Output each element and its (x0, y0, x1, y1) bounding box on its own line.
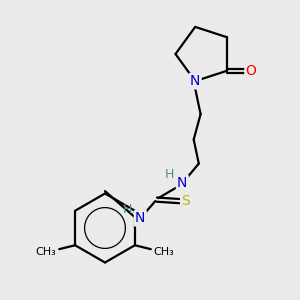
Text: CH₃: CH₃ (35, 247, 56, 257)
Text: S: S (182, 194, 190, 208)
Text: H: H (123, 203, 132, 216)
Text: O: O (246, 64, 256, 78)
Text: N: N (177, 176, 188, 190)
Text: H: H (165, 168, 174, 181)
Text: N: N (135, 211, 146, 225)
Text: CH₃: CH₃ (154, 247, 175, 257)
Text: N: N (190, 74, 200, 88)
